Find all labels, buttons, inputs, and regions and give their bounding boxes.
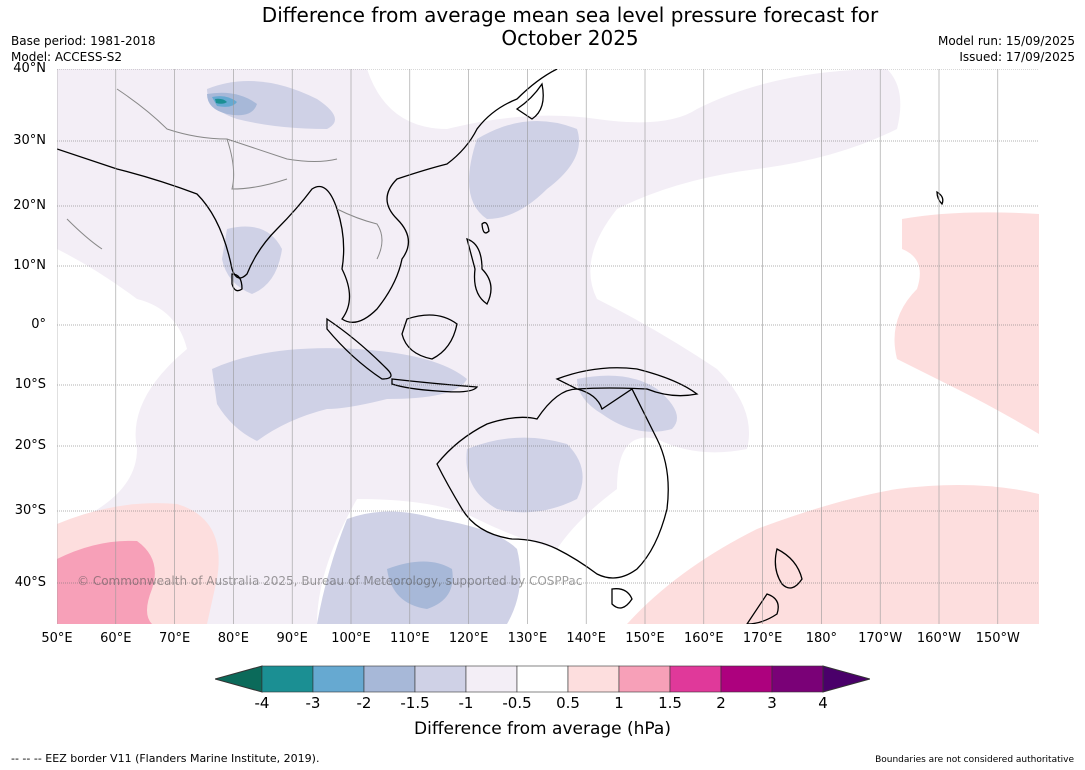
colorbar-over-arrow [822,665,870,693]
border-1 [116,88,338,162]
colorbar-tick-label: -1.5 [400,694,430,712]
anomaly-region-lavender-png [577,375,677,432]
base-period: Base period: 1981-2018 [11,34,156,48]
lon-label: 120°E [448,631,489,646]
coast-tasmania [611,588,633,609]
lon-label: 90°E [276,631,308,646]
colorbar-bin [567,665,620,693]
colorbar-tick-label: 3 [767,694,777,712]
colorbar-label: Difference from average (hPa) [414,719,671,739]
lon-label: 150°E [625,631,665,646]
lon-label: 170°W [858,631,903,646]
coast-new-zealand [746,548,803,624]
lon-gridlines [57,69,999,624]
anomaly-region-rose-southwest [57,540,155,624]
anomaly-region-blue-southern [387,561,453,609]
colorbar-tick-label: -1 [458,694,474,712]
coast-japan [515,82,544,120]
lon-label: 170°E [742,631,783,646]
coast-borneo [401,314,458,360]
colorbar-bin [516,665,569,693]
coast-new-guinea [555,367,699,397]
lat-label: 20°N [13,198,46,213]
anomaly-region-lavender-north [207,81,335,129]
anomaly-region-light-lavender [57,69,901,624]
coast-hawaii [936,190,944,206]
lat-label: 20°S [14,438,46,453]
coast-asia [57,69,558,323]
model-run: Model run: 15/09/2025 [937,34,1075,48]
lat-label: 0° [31,317,46,332]
border-2 [226,138,288,190]
coast-philippines [466,238,492,305]
lon-label: 130°E [507,631,548,646]
lat-label: 10°S [14,377,46,392]
colorbar-bin [465,665,518,693]
colorbar-tick-label: -4 [254,694,270,712]
anomaly-region-pink-east-pacific [894,212,1039,434]
lat-label: 30°S [14,503,46,518]
title-line-2: October 2025 [501,26,639,50]
colorbar-under-arrow [215,665,263,693]
lat-gridlines [57,69,1039,584]
chart-title: Difference from average mean sea level p… [0,4,1085,50]
colorbar-bin [363,665,416,693]
pressure-anomaly-map [57,69,1039,624]
colorbar-bin [669,665,722,693]
coast-australia [436,388,669,579]
border-4 [66,218,103,250]
lon-label: 110°E [390,631,430,646]
meta-left: Base period: 1981-2018 Model: ACCESS-S2 [11,33,156,65]
colorbar-tick-label: -3 [305,694,321,712]
colorbar-tick-label: 4 [818,694,828,712]
lon-label: 150°W [975,631,1020,646]
lon-label: 50°E [41,631,73,646]
colorbar [215,665,870,693]
lon-label: 80°E [217,631,250,646]
lon-label: 60°E [100,631,132,646]
model-name: Model: ACCESS-S2 [11,50,123,64]
colorbar-bin [720,665,773,693]
lon-label: 140°E [566,631,606,646]
lat-label: 40°N [13,61,46,76]
coast-taiwan [481,221,490,234]
lat-label: 10°N [13,258,46,273]
lon-label: 160°W [916,631,962,646]
anomaly-region-lavender-indian-ocean [212,348,467,441]
colorbar-tick-label: 0.5 [556,694,580,712]
colorbar-bin [312,665,365,693]
anomaly-region-lavender-china [469,121,579,219]
coast-java [391,378,479,393]
title-line-1: Difference from average mean sea level p… [261,3,879,27]
lon-label: 70°E [158,631,191,646]
colorbar-bin [618,665,671,693]
anomaly-region-green-north [215,98,227,104]
lon-label: 100°E [331,631,371,646]
copyright-notice: © Commonwealth of Australia 2025, Bureau… [77,574,583,588]
issued-date: Issued: 17/09/2025 [959,50,1075,64]
lat-label: 30°N [13,133,46,148]
meta-right: Model run: 15/09/2025 Issued: 17/09/2025 [938,33,1075,65]
anomaly-region-pink-tasman [627,485,1039,624]
lon-label: 160°E [684,631,724,646]
country-borders [66,88,383,260]
boundaries-note: Boundaries are not considered authoritat… [875,755,1074,765]
lon-label: 180° [805,631,838,646]
border-3 [336,208,383,260]
colorbar-bin [261,665,314,693]
colorbar-tick-label: -2 [356,694,372,712]
coastlines [57,69,944,624]
eez-note: -- -- -- EEZ border V11 (Flanders Marine… [11,752,320,765]
colorbar-tick-label: -0.5 [502,694,532,712]
lat-label: 40°S [14,575,46,590]
coast-sumatra [326,317,392,380]
colorbar-tick-label: 1.5 [658,694,682,712]
colorbar-bin [771,665,824,693]
colorbar-tick-label: 2 [716,694,726,712]
colorbar-bin [414,665,467,693]
anomaly-region-lavender-australia [466,437,583,513]
colorbar-tick-label: 1 [614,694,624,712]
